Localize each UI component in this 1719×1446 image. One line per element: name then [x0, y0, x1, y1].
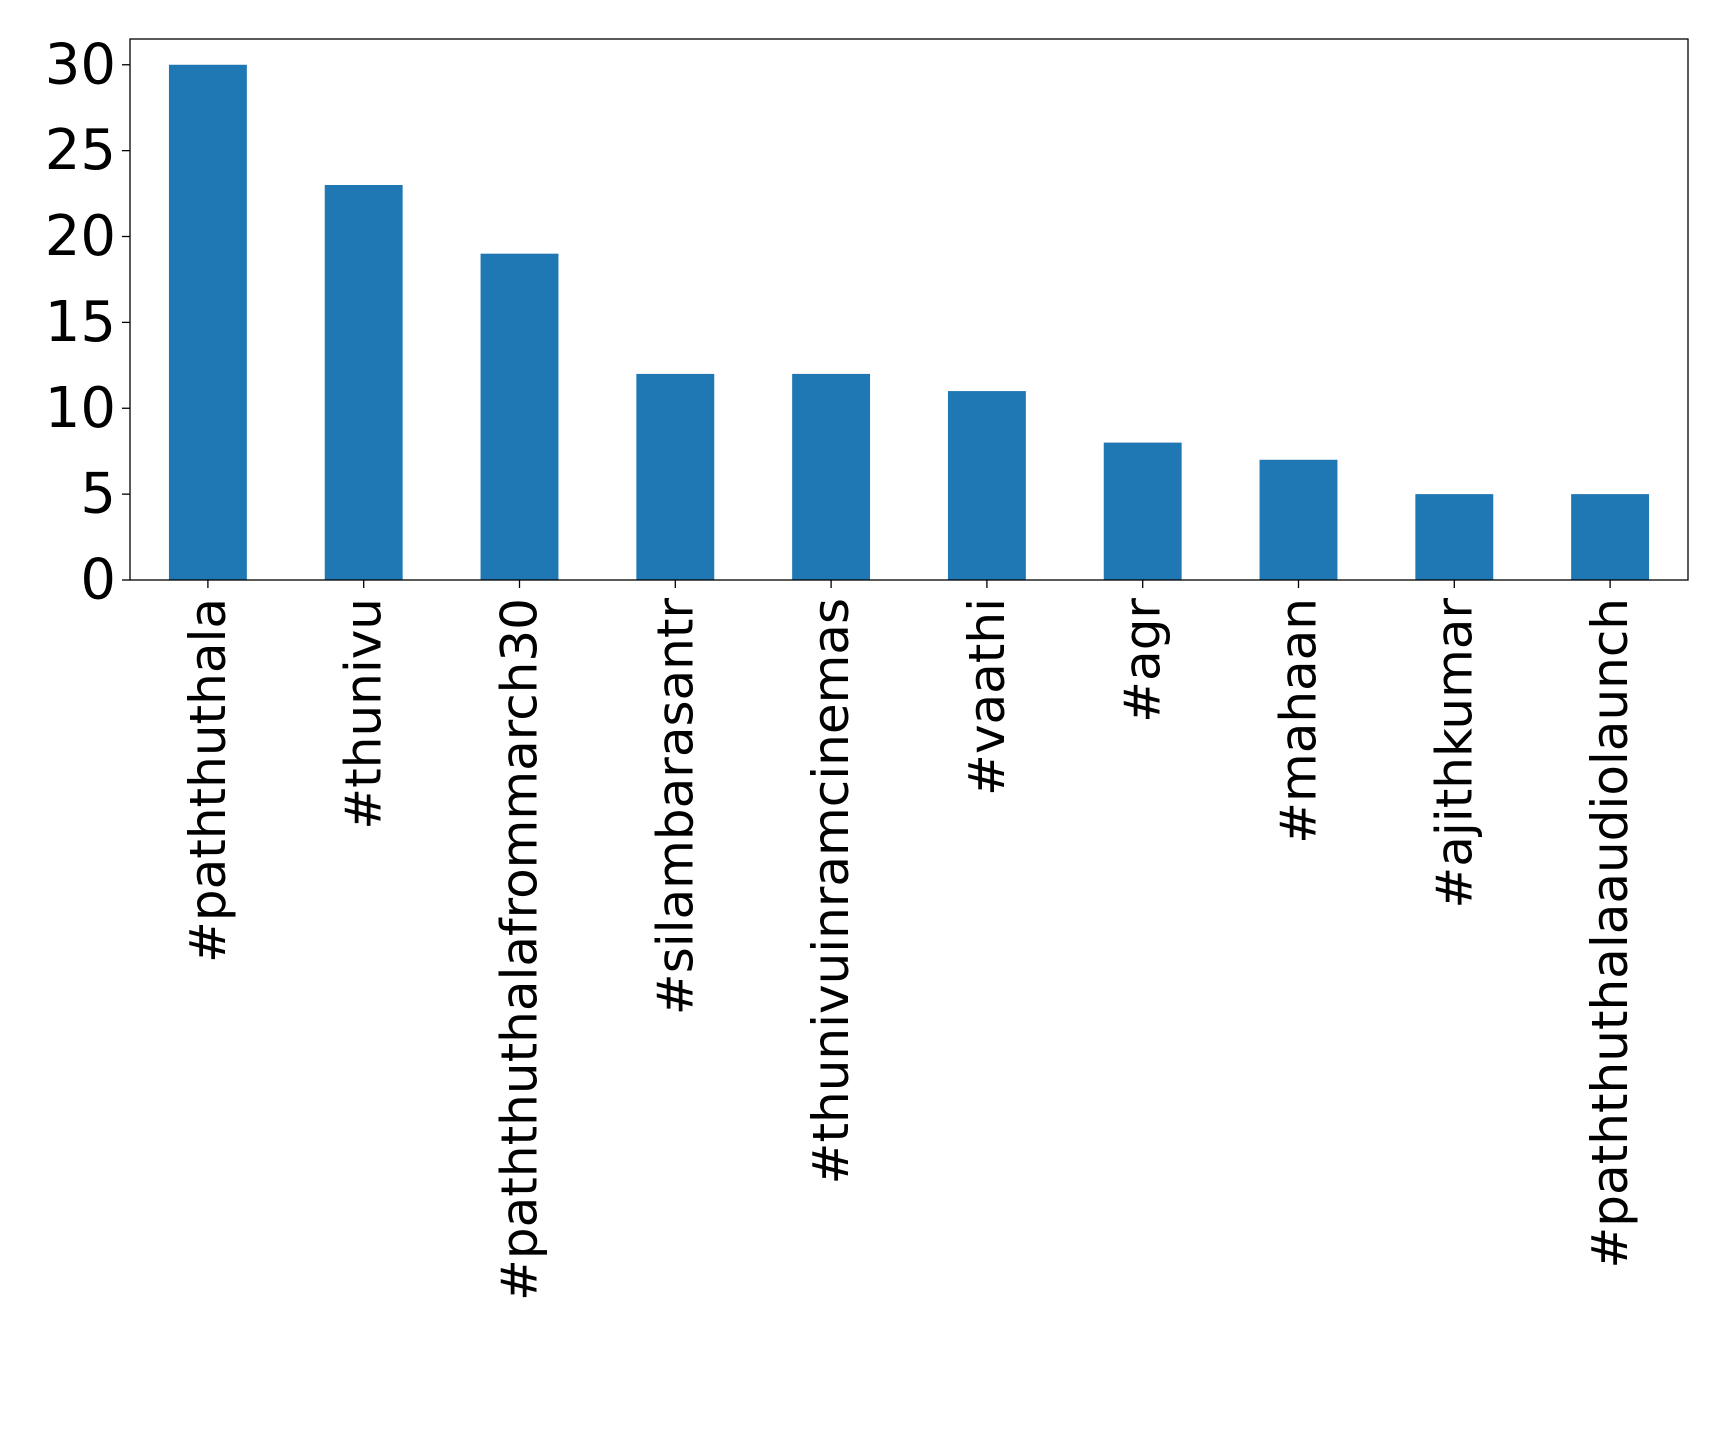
y-tick-label: 20: [45, 204, 116, 269]
bar-vaathi: [947, 391, 1026, 580]
x-tick-label: #paththuthalaaudiolaunch: [1581, 598, 1639, 1269]
bar-ajithkumar: [1415, 494, 1494, 580]
x-tick-label: #paththuthala: [179, 598, 237, 963]
y-tick-label: 30: [45, 32, 116, 97]
bar-thunivuinramcinemas: [792, 373, 871, 580]
bar-paththuthalafrommarch30: [480, 253, 559, 580]
x-tick-label: #ajithkumar: [1425, 598, 1483, 909]
plot-frame: [129, 38, 1689, 581]
y-tick-label: 15: [45, 290, 116, 355]
x-tick-label: #mahaan: [1270, 598, 1328, 844]
x-tick-label: #agr: [1114, 598, 1172, 723]
x-tick-label: #vaathi: [958, 598, 1016, 796]
y-axis: 0 5 10 15 20 25 30: [45, 32, 130, 613]
y-tick-label: 25: [45, 118, 116, 183]
y-tick-label: 0: [80, 548, 116, 613]
x-tick-label: #paththuthalafrommarch30: [491, 598, 549, 1301]
x-tick-label: #thunivuinramcinemas: [802, 598, 860, 1184]
x-tick-label: #silambarasantr: [646, 598, 704, 1016]
bar-thunivu: [324, 184, 403, 580]
x-axis: #paththuthala #thunivu #paththuthalafromma…: [179, 580, 1639, 1301]
bar-mahaan: [1259, 459, 1338, 580]
bar-paththuthalaaudiolaunch: [1571, 494, 1650, 580]
y-tick-label: 5: [80, 462, 116, 527]
bars-group: [168, 64, 1650, 580]
y-tick-label: 10: [45, 376, 116, 441]
bar-paththuthala: [168, 64, 247, 580]
bar-silambarasantr: [636, 373, 715, 580]
x-tick-label: #thunivu: [335, 598, 393, 830]
bar-agr: [1103, 442, 1182, 580]
